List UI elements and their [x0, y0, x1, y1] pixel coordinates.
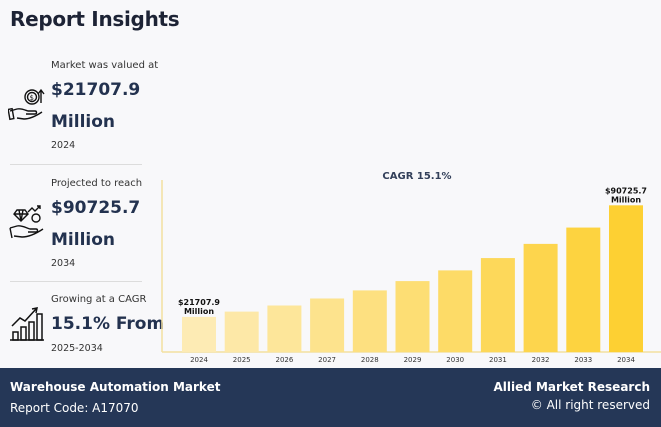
footer-market-name: Warehouse Automation Market [10, 380, 221, 394]
data-label-2024: Million [184, 307, 214, 316]
stat-label: Growing at a CAGR [51, 294, 147, 305]
bar-2034 [609, 205, 643, 352]
data-label-2034: $90725.7 [605, 186, 647, 195]
stat-year: 2025-2034 [51, 343, 103, 354]
bar-2026 [267, 305, 302, 352]
stat-value: $90725.7 [51, 198, 141, 218]
x-tick-label: 2029 [404, 356, 422, 364]
divider [10, 164, 142, 165]
footer-report-code: Report Code: A17070 [10, 401, 139, 415]
x-tick-label: 2032 [532, 356, 550, 364]
stat-label: Projected to reach [51, 178, 143, 189]
data-label-2024: $21707.9 [178, 298, 220, 307]
bar-2032 [523, 243, 558, 352]
x-tick-label: 2030 [446, 356, 464, 364]
bar-2025 [224, 311, 259, 352]
x-tick-label: 2031 [489, 356, 507, 364]
bar-2030 [438, 270, 473, 352]
data-label-2034: Million [611, 195, 641, 204]
bar-2028 [352, 290, 387, 352]
svg-text:$: $ [30, 94, 34, 102]
bar-2027 [310, 298, 345, 352]
stat-market-value: Market was valued at $21707.9 Million 20… [0, 58, 160, 158]
bar-2031 [480, 258, 515, 352]
footer-rights: © All right reserved [530, 398, 650, 412]
x-tick-label: 2024 [190, 356, 208, 364]
x-tick-label: 2034 [617, 356, 635, 364]
page-title: Report Insights [10, 7, 180, 31]
stat-cagr: Growing at a CAGR 15.1% From 2025-2034 [0, 292, 164, 362]
x-tick-label: 2028 [361, 356, 379, 364]
stat-value: $21707.9 [51, 80, 141, 100]
stat-value-unit: Million [51, 112, 116, 132]
bar-growth-chart-icon [10, 307, 44, 341]
bar-2033 [566, 227, 601, 352]
chart-title: CAGR 15.1% [382, 171, 451, 182]
stat-year: 2034 [51, 258, 76, 269]
market-bar-chart: CAGR 15.1% 2024 2025 2026 2027 2028 2029 2030 2… [161, 171, 661, 364]
stat-label: Market was valued at [51, 60, 159, 71]
stat-projected-value: Projected to reach $90725.7 Million 2034 [0, 176, 160, 276]
x-tick-label: 2033 [574, 356, 592, 364]
x-tick-label: 2026 [275, 356, 293, 364]
x-tick-label: 2027 [318, 356, 336, 364]
diamond-coin-hand-icon [9, 205, 44, 239]
money-hand-growth-icon: $ [8, 88, 45, 121]
bar-2024 [182, 316, 216, 352]
bar-2029 [395, 281, 430, 352]
footer: Warehouse Automation Market Report Code:… [0, 368, 661, 427]
x-tick-label: 2025 [233, 356, 251, 364]
stat-value-unit: Million [51, 230, 116, 250]
stat-year: 2024 [51, 140, 76, 151]
stat-value: 15.1% From [51, 314, 165, 334]
divider [10, 281, 142, 282]
footer-company: Allied Market Research [493, 380, 650, 394]
